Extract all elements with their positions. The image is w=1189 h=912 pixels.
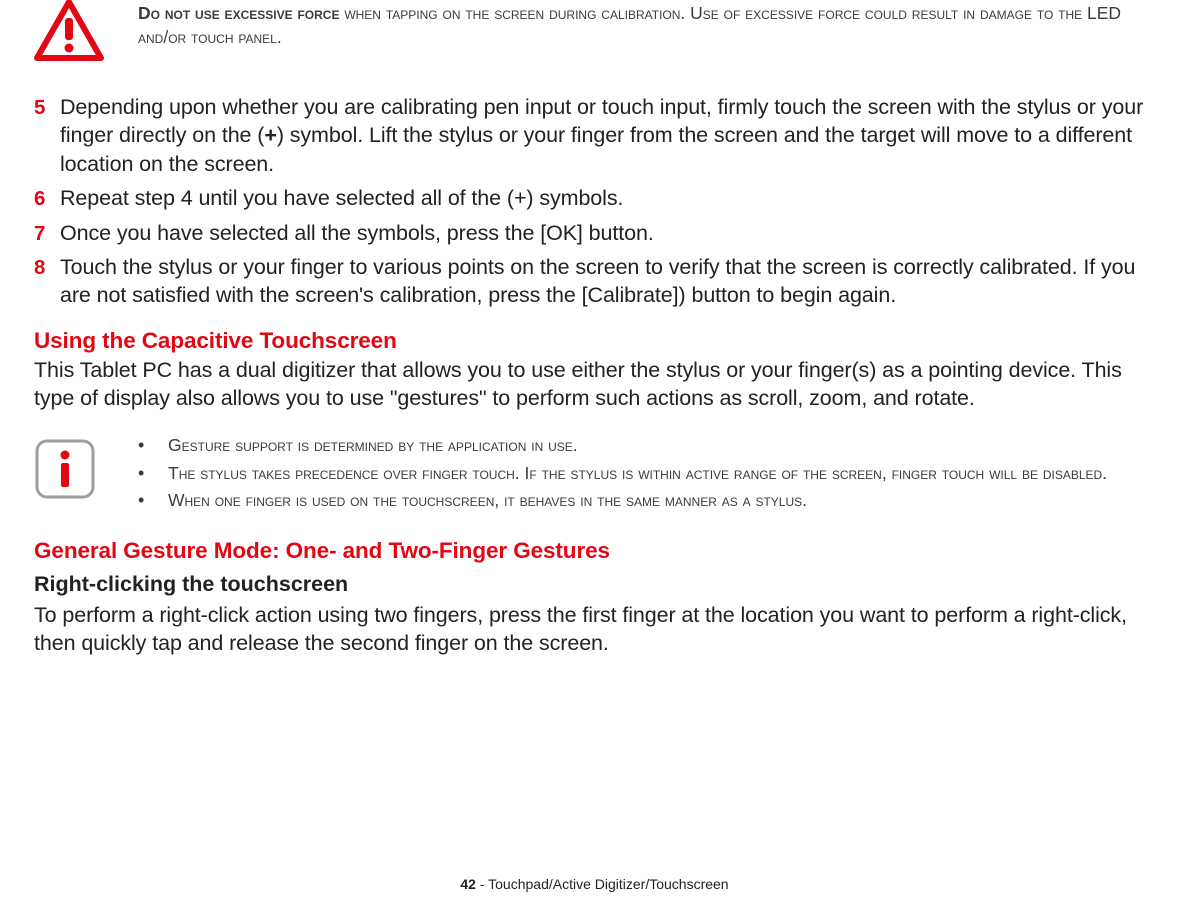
warning-icon <box>34 0 138 67</box>
step-number: 6 <box>34 184 60 212</box>
warning-callout: Do not use excessive force when tapping … <box>34 0 1155 67</box>
info-icon <box>34 430 138 505</box>
info-callout: • Gesture support is determined by the a… <box>34 430 1155 513</box>
step-body: Depending upon whether you are calibrati… <box>60 93 1155 178</box>
info-bullets: • Gesture support is determined by the a… <box>138 430 1155 513</box>
step-body: Repeat step 4 until you have selected al… <box>60 184 1155 212</box>
step-body: Once you have selected all the symbols, … <box>60 219 1155 247</box>
info-bullet: • When one finger is used on the touchsc… <box>138 487 1155 514</box>
info-bullet: • Gesture support is determined by the a… <box>138 432 1155 459</box>
subheading-right-click: Right-clicking the touchscreen <box>34 572 1155 597</box>
step-number: 5 <box>34 93 60 121</box>
step-number: 7 <box>34 219 60 247</box>
para-right-click: To perform a right-click action using tw… <box>34 601 1155 658</box>
step-7: 7 Once you have selected all the symbols… <box>34 219 1155 247</box>
page-number: 42 <box>460 876 476 892</box>
heading-gesture-mode: General Gesture Mode: One- and Two-Finge… <box>34 538 1155 564</box>
step-5: 5 Depending upon whether you are calibra… <box>34 93 1155 178</box>
heading-capacitive-touchscreen: Using the Capacitive Touchscreen <box>34 328 1155 354</box>
para-capacitive-touchscreen: This Tablet PC has a dual digitizer that… <box>34 356 1155 413</box>
step-6: 6 Repeat step 4 until you have selected … <box>34 184 1155 212</box>
step-number: 8 <box>34 253 60 281</box>
info-bullet: • The stylus takes precedence over finge… <box>138 460 1155 487</box>
warning-lead: Do not use excessive force <box>138 3 339 23</box>
page-footer: 42 - Touchpad/Active Digitizer/Touchscre… <box>0 876 1189 892</box>
warning-text: Do not use excessive force when tapping … <box>138 0 1155 49</box>
step-8: 8 Touch the stylus or your finger to var… <box>34 253 1155 310</box>
footer-path: - Touchpad/Active Digitizer/Touchscreen <box>476 876 729 892</box>
steps-list: 5 Depending upon whether you are calibra… <box>34 93 1155 310</box>
step-body: Touch the stylus or your finger to vario… <box>60 253 1155 310</box>
